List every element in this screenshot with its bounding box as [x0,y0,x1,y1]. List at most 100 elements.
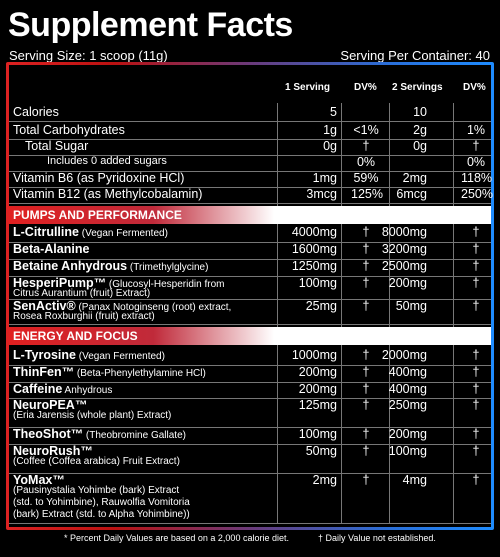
ingredient-row: HesperiPump™ (Glucosyl-Hesperidin from Ci… [9,276,491,299]
ingredient-detail-line: (std. to Yohimbine), Rauwolfia Vomitoria [13,497,190,508]
amount-two-servings: 8000mg [381,225,427,239]
ingredient-detail-line: Citrus Aurantium (fruit) Extract) [13,288,151,299]
ingredient-name: Beta-Alanine [13,242,90,256]
column-divider [389,103,390,523]
row-divider [9,382,491,383]
ingredient-description: (Panax Notoginseng (root) extract, [75,302,232,313]
ingredient-row: NeuroRush™ (Coffee (Coffea arabica) Fruit… [9,444,491,473]
header-dv2: DV% [463,82,486,93]
amount-one-serving: 3mcg [306,187,337,201]
dv-two-servings: † [472,276,480,290]
row-divider [9,121,491,122]
ingredient-name: ThinFen™ [13,365,75,379]
ingredient-row: Betaine Anhydrous (Trimethylglycine) 1250… [9,259,491,276]
ingredient-name: L-Citrulline [13,225,79,239]
ingredient-name: L-Tyrosine [13,348,76,362]
dv-one-serving: 0% [356,155,376,169]
amount-one-serving: 4000mg [291,225,337,239]
dv-two-servings: † [472,398,480,412]
dv-two-servings: 1% [466,123,486,137]
amount-two-servings: 10 [413,105,427,119]
column-divider [341,103,342,523]
ingredient-detail-line: (Coffee (Coffea arabica) Fruit Extract) [13,456,180,467]
column-divider [453,103,454,523]
dv-one-serving: † [362,365,370,379]
ingredient-row: Beta-Alanine 1600mg † 3200mg † [9,242,491,259]
dv-one-serving: † [362,427,370,441]
nutrient-label: Includes 0 added sugars [47,155,167,167]
dv-two-servings: 118% [461,171,493,185]
amount-one-serving: 1600mg [291,242,337,256]
ingredient-label: ThinFen™ (Beta-Phenylethylamine HCl) [13,365,206,379]
header-dv1: DV% [354,82,377,93]
ingredient-description: (Glucosyl-Hesperidin from [106,279,225,290]
dv-one-serving: † [362,259,370,273]
ingredient-row: L-Tyrosine (Vegan Fermented) 1000mg † 2000m… [9,348,491,365]
ingredient-description: (Trimethylglycine) [127,262,209,273]
ingredient-label: L-Tyrosine (Vegan Fermented) [13,348,165,362]
servings-per-container: Serving Per Container: 40 [340,48,490,63]
ingredient-name: Caffeine [13,382,63,396]
amount-one-serving: 200mg [298,365,337,379]
amount-two-servings: 200mg [388,427,427,441]
row-divider [9,203,491,204]
dv-two-servings: † [472,365,480,379]
ingredient-name: HesperiPump™ [13,276,107,290]
ingredient-label: Betaine Anhydrous (Trimethylglycine) [13,259,208,273]
nutrient-row: Total Sugar 0g † 0g † [9,139,491,155]
ingredient-row: ThinFen™ (Beta-Phenylethylamine HCl) 200m… [9,365,491,382]
dv-two-servings: † [472,444,480,458]
amount-one-serving: 1g [323,123,337,137]
ingredient-name: Betaine Anhydrous [13,259,128,273]
ingredient-description: (Vegan Fermented) [75,351,165,362]
ingredient-name: NeuroRush™ [13,444,93,458]
footnote-daily-values: * Percent Daily Values are based on a 2,… [64,533,289,543]
ingredient-detail-line: (Eria Jarensis (whole plant) Extract) [13,410,172,421]
ingredient-name: SenActiv® [13,299,76,313]
dv-two-servings: † [472,473,480,487]
amount-one-serving: 1250mg [291,259,337,273]
nutrient-label: Calories [13,105,59,119]
ingredient-detail-line: (bark) Extract (std. to Alpha Yohimbine)… [13,509,190,520]
ingredient-label: SenActiv® (Panax Notoginseng (root) extr… [13,299,231,313]
dv-two-servings: † [472,139,480,153]
ingredient-row: YoMax™ (Pausinystalia Yohimbe (bark) Extr… [9,473,491,523]
row-divider [9,187,491,188]
row-divider [9,523,491,524]
amount-two-servings: 400mg [388,365,427,379]
amount-one-serving: 50mg [305,444,337,458]
ingredient-label: YoMax™ [13,473,65,487]
dv-one-serving: † [362,444,370,458]
row-divider [9,365,491,366]
dv-two-servings: † [472,259,480,273]
amount-one-serving: 0g [323,139,337,153]
ingredient-detail-line: (Pausinystalia Yohimbe (bark) Extract [13,485,180,496]
ingredient-row: Caffeine Anhydrous 200mg † 400mg † [9,382,491,398]
nutrient-label: Total Carbohydrates [13,123,125,137]
nutrient-row: Calories 5 10 [9,105,491,121]
nutrient-row: Total Carbohydrates 1g <1% 2g 1% [9,123,491,139]
dv-two-servings: † [472,242,480,256]
amount-two-servings: 200mg [388,276,427,290]
amount-one-serving: 125mg [298,398,337,412]
panel-title: Supplement Facts [8,6,293,44]
ingredient-description: Anhydrous [62,385,113,396]
dv-one-serving: † [362,242,370,256]
amount-two-servings: 50mg [395,299,427,313]
amount-two-servings: 3200mg [381,242,427,256]
dv-one-serving: † [362,382,370,396]
ingredient-label: NeuroRush™ [13,444,93,458]
dv-one-serving: 59% [353,171,379,185]
ingredient-name: TheoShot™ [13,427,84,441]
dv-two-servings: † [472,348,480,362]
row-divider [9,259,491,260]
ingredient-label: TheoShot™ (Theobromine Gallate) [13,427,186,441]
ingredient-label: Beta-Alanine [13,242,89,256]
amount-two-servings: 400mg [388,382,427,396]
amount-one-serving: 200mg [298,382,337,396]
amount-two-servings: 100mg [388,444,427,458]
dv-one-serving: † [362,139,370,153]
nutrient-row: Vitamin B6 (as Pyridoxine HCl) 1mg 59% 2mg 1… [9,171,493,187]
amount-one-serving: 1mg [312,171,337,185]
amount-one-serving: 5 [330,105,337,119]
